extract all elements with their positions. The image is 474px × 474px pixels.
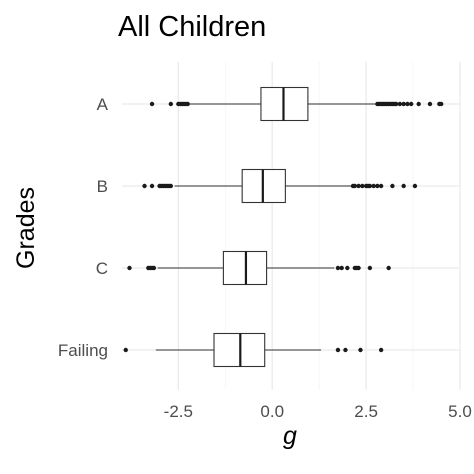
outlier-point bbox=[393, 101, 399, 107]
outlier-point bbox=[405, 101, 410, 107]
outlier-point bbox=[439, 101, 444, 107]
outlier-point bbox=[168, 183, 174, 189]
outlier-point bbox=[367, 265, 373, 271]
y-tick-label: C bbox=[96, 259, 108, 278]
outlier-point bbox=[378, 183, 384, 189]
outlier-point bbox=[397, 101, 403, 107]
chart-title: All Children bbox=[118, 11, 266, 43]
outlier-point bbox=[427, 101, 433, 107]
outlier-point bbox=[151, 265, 157, 271]
outlier-point bbox=[378, 347, 384, 353]
outlier-point bbox=[339, 265, 344, 271]
outlier-point bbox=[335, 265, 341, 271]
box-group bbox=[149, 86, 444, 122]
outlier-point bbox=[185, 101, 190, 107]
outlier-point bbox=[416, 101, 421, 107]
outlier-point bbox=[149, 101, 155, 107]
y-axis-title: Grades bbox=[12, 187, 40, 269]
box-group bbox=[142, 168, 418, 204]
outlier-point bbox=[408, 101, 414, 107]
x-axis-title: g bbox=[283, 422, 297, 450]
outlier-point bbox=[123, 347, 128, 353]
outlier-point bbox=[345, 265, 350, 271]
outlier-point bbox=[358, 347, 363, 353]
outlier-point bbox=[352, 183, 358, 189]
outlier-point bbox=[343, 347, 348, 353]
outlier-point bbox=[390, 183, 395, 189]
box-series bbox=[123, 86, 444, 368]
x-tick-label: 0.0 bbox=[260, 402, 284, 421]
outlier-point bbox=[335, 347, 341, 353]
outlier-point bbox=[356, 183, 361, 189]
box-group bbox=[123, 332, 384, 368]
y-tick-label: B bbox=[97, 177, 108, 196]
outlier-point bbox=[360, 183, 365, 189]
x-tick-label: 2.5 bbox=[354, 402, 378, 421]
outlier-point bbox=[401, 101, 406, 107]
outlier-point bbox=[367, 183, 373, 189]
x-tick-label: 5.0 bbox=[448, 402, 472, 421]
x-tick-label: -2.5 bbox=[164, 402, 193, 421]
outlier-point bbox=[356, 265, 361, 271]
y-tick-label: A bbox=[97, 95, 109, 114]
outlier-point bbox=[401, 183, 406, 189]
outlier-point bbox=[168, 101, 174, 107]
y-tick-label: Failing bbox=[58, 341, 108, 360]
box-group bbox=[127, 250, 391, 286]
outlier-point bbox=[142, 183, 147, 189]
outlier-point bbox=[386, 265, 391, 271]
outlier-point bbox=[412, 183, 418, 189]
x-tick-labels: -2.5 0.0 2.5 5.0 bbox=[164, 402, 472, 421]
outlier-point bbox=[371, 183, 376, 189]
outlier-point bbox=[375, 183, 380, 189]
y-tick-labels: A B C Failing bbox=[58, 95, 109, 360]
outlier-point bbox=[127, 265, 132, 271]
outlier-point bbox=[149, 183, 155, 189]
